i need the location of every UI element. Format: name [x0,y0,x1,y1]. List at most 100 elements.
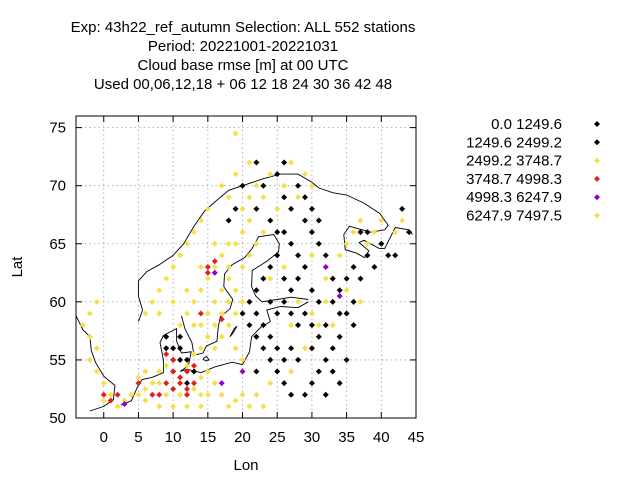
data-point [170,264,177,270]
data-point [204,205,211,212]
data-point [288,391,295,398]
data-point [336,310,343,317]
data-point [274,171,281,178]
data-point [308,182,315,189]
data-point [156,403,163,410]
data-point [177,374,184,381]
data-point [308,380,315,387]
data-point [239,229,246,236]
data-point [149,380,156,387]
data-point [281,356,288,363]
legend-marker [594,194,600,201]
data-points [79,130,413,410]
data-point [177,322,184,329]
data-point [281,298,288,305]
data-point [197,403,204,410]
data-point [197,374,204,381]
data-point [184,310,191,317]
data-point [204,269,211,276]
data-point [211,298,218,305]
data-point [239,310,246,317]
data-point [190,322,197,329]
y-tick-label: 60 [49,294,66,311]
x-tick-label: 30 [304,429,321,446]
data-point [288,368,295,375]
data-point [197,391,204,398]
data-point [267,333,274,340]
data-point [260,275,267,282]
data-point [225,240,232,247]
data-point [301,391,308,398]
data-point [301,171,308,178]
coastline-segment [75,315,116,412]
data-point [322,356,329,363]
data-point [295,275,302,282]
data-point [385,252,392,259]
y-tick-label: 70 [49,178,66,195]
data-point [156,391,163,398]
y-tick-label: 55 [49,352,66,369]
data-point [392,229,399,236]
legend-marker [594,175,600,182]
x-tick-label: 20 [234,429,251,446]
data-point [190,380,197,387]
data-point [93,368,100,375]
data-point [239,356,246,363]
data-point [163,391,170,398]
data-point [100,380,107,387]
data-point [315,368,322,375]
data-point [218,391,225,398]
data-point [295,182,302,189]
data-point [281,264,288,270]
data-point [336,287,343,294]
y-ticks: 50 55 60 65 70 75 [49,120,416,427]
data-point [225,194,232,201]
data-point [163,362,170,369]
data-point [197,264,204,270]
data-point [357,229,364,236]
data-point [128,391,135,398]
data-point [86,310,93,317]
data-point [197,287,204,294]
data-point [177,391,184,398]
data-point [190,229,197,236]
data-point [253,310,260,317]
data-point [329,368,336,375]
data-point [93,345,100,352]
data-point [288,240,295,247]
data-point [225,264,232,270]
data-point [197,217,204,224]
data-point [170,403,177,410]
data-point [184,368,191,375]
data-point [211,322,218,329]
data-point [364,252,371,259]
data-point [190,362,197,369]
data-point [253,333,260,340]
data-point [274,252,281,259]
data-point [225,298,232,305]
data-point [343,275,350,282]
data-point [364,240,371,247]
data-point [274,205,281,212]
data-point [253,182,260,189]
data-point [163,380,170,387]
coastline-segment [229,325,238,337]
data-point [204,275,211,282]
coastline-segment [137,173,320,322]
data-point [336,293,343,300]
legend-label: 4998.3 6247.9 [466,189,562,206]
data-point [322,322,329,329]
legend-label: 1249.6 2499.2 [466,134,562,151]
title-line: Used 00,06,12,18 + 06 12 18 24 30 36 42 … [94,76,392,93]
data-point [246,194,253,201]
data-point [308,310,315,317]
data-point [260,194,267,201]
data-point [267,171,274,178]
x-tick-label: 15 [199,429,216,446]
data-point [267,380,274,387]
data-point [204,264,211,270]
data-point [301,194,308,201]
data-point [246,159,253,166]
data-point [336,333,343,340]
data-point [295,298,302,305]
